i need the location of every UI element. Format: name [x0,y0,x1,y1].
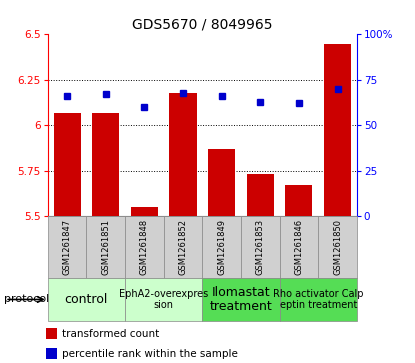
Bar [46,328,57,339]
Bar [131,207,158,216]
Text: EphA2-overexpres
sion: EphA2-overexpres sion [119,289,208,310]
Bar [208,149,235,216]
FancyBboxPatch shape [202,278,280,321]
Bar [46,348,57,359]
FancyBboxPatch shape [48,216,86,278]
FancyBboxPatch shape [125,216,164,278]
Text: GSM1261848: GSM1261848 [140,219,149,275]
FancyBboxPatch shape [202,216,241,278]
Bar [247,174,274,216]
Bar [324,44,351,216]
Text: control: control [65,293,108,306]
Bar [286,185,312,216]
FancyBboxPatch shape [48,278,125,321]
FancyBboxPatch shape [164,216,202,278]
FancyBboxPatch shape [125,278,202,321]
FancyBboxPatch shape [280,216,318,278]
Text: protocol: protocol [4,294,49,305]
Bar [54,113,81,216]
Text: transformed count: transformed count [62,329,159,339]
Text: GSM1261851: GSM1261851 [101,219,110,275]
Text: GSM1261849: GSM1261849 [217,219,226,275]
Text: GSM1261852: GSM1261852 [178,219,188,275]
FancyBboxPatch shape [241,216,280,278]
Bar [169,93,197,216]
Text: GSM1261853: GSM1261853 [256,219,265,275]
Text: percentile rank within the sample: percentile rank within the sample [62,349,238,359]
Text: GSM1261847: GSM1261847 [63,219,71,275]
FancyBboxPatch shape [86,216,125,278]
Text: GSM1261846: GSM1261846 [294,219,303,275]
Bar [92,113,119,216]
Title: GDS5670 / 8049965: GDS5670 / 8049965 [132,18,273,32]
FancyBboxPatch shape [280,278,357,321]
Text: GSM1261850: GSM1261850 [333,219,342,275]
FancyBboxPatch shape [318,216,357,278]
Text: Ilomastat
treatment: Ilomastat treatment [210,286,272,313]
Text: Rho activator Calp
eptin treatment: Rho activator Calp eptin treatment [273,289,364,310]
